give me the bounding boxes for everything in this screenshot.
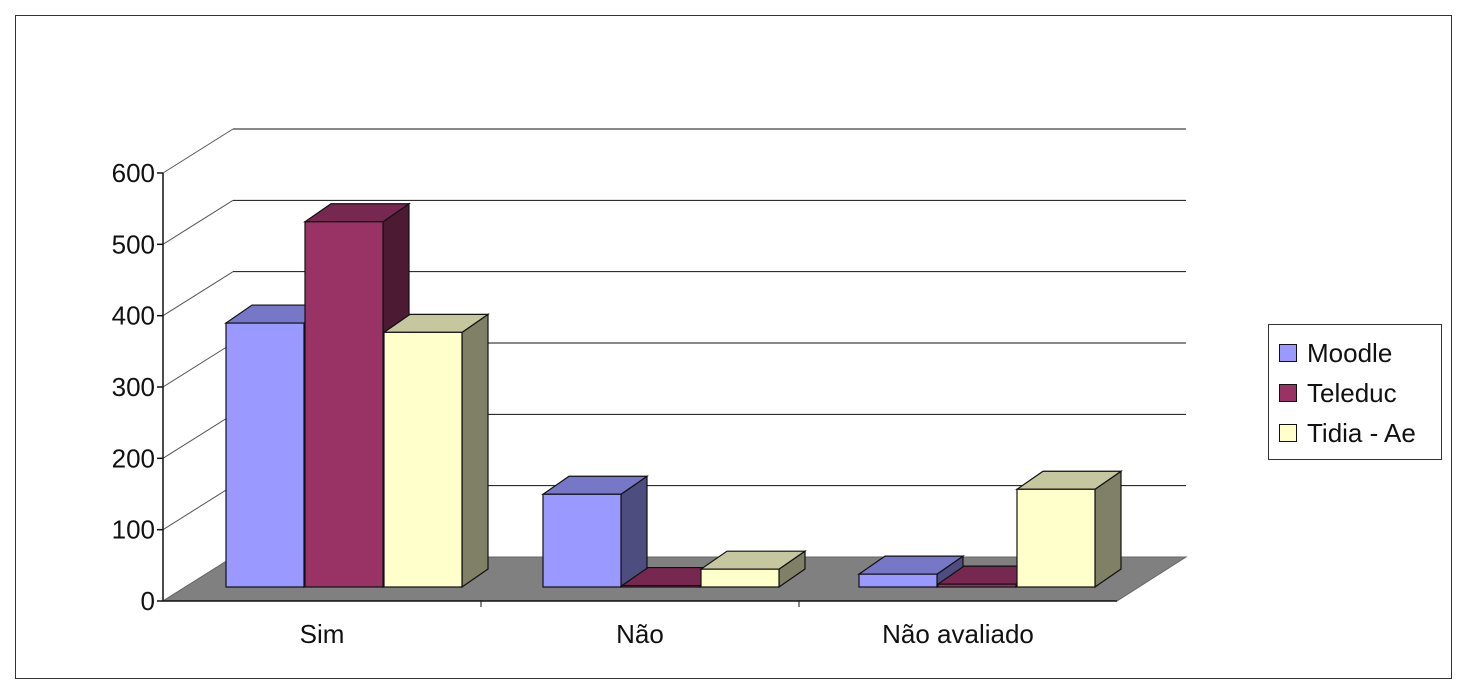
legend-item-teleduc: Teleduc	[1279, 373, 1431, 413]
y-tick-label: 400	[112, 301, 155, 331]
x-tick-label: Sim	[300, 619, 345, 649]
bar-tidia-ae-n-o	[700, 568, 780, 588]
bar-teleduc-n-o-avaliado	[937, 583, 1017, 588]
y-tick-label: 600	[112, 158, 155, 188]
bar-moodle-sim	[225, 322, 305, 588]
bar-moodle-n-o	[542, 493, 622, 588]
wall-diagonal	[162, 128, 234, 174]
legend-swatch-tidia	[1279, 424, 1297, 442]
bar-tidia-ae-n-o-avaliado-side	[1094, 470, 1122, 589]
bar-teleduc-sim	[304, 221, 384, 588]
bar-tidia-ae-sim-side	[461, 313, 489, 589]
wall-diagonal	[162, 413, 234, 459]
bar-teleduc-n-o	[621, 584, 701, 588]
legend-swatch-moodle	[1279, 344, 1297, 362]
legend-label-tidia: Tidia - Ae	[1307, 417, 1416, 448]
y-tick-label: 100	[112, 515, 155, 545]
y-tick-label: 300	[112, 372, 155, 402]
wall-diagonal	[162, 485, 234, 531]
wall-diagonal	[162, 271, 234, 317]
y-tick-label: 0	[141, 586, 155, 616]
legend-item-tidia: Tidia - Ae	[1279, 413, 1431, 453]
legend-item-moodle: Moodle	[1279, 333, 1431, 373]
bar-tidia-ae-n-o-avaliado	[1016, 488, 1096, 588]
legend-swatch-teleduc	[1279, 384, 1297, 402]
x-tick-label: Não avaliado	[882, 619, 1034, 649]
x-tick-label: Não	[616, 619, 664, 649]
y-tick-label: 200	[112, 443, 155, 473]
legend-label-teleduc: Teleduc	[1307, 377, 1397, 408]
bar-moodle-n-o-avaliado	[858, 573, 938, 588]
bar-tidia-ae-sim	[383, 331, 463, 588]
legend-label-moodle: Moodle	[1307, 337, 1393, 368]
wall-diagonal	[162, 342, 234, 388]
y-tick-label: 500	[112, 229, 155, 259]
wall-diagonal	[162, 199, 234, 245]
legend: Moodle Teleduc Tidia - Ae	[1268, 324, 1442, 460]
